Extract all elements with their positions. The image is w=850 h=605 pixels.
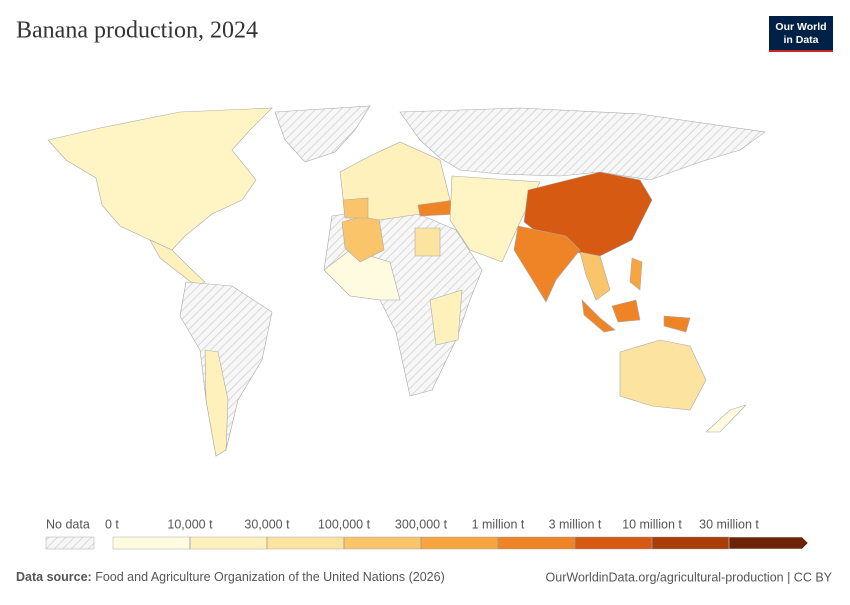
se-asia[interactable]: [579, 251, 611, 301]
legend-no-data-label: No data: [46, 517, 90, 531]
russia[interactable]: [399, 107, 766, 181]
legend-swatch[interactable]: [574, 536, 653, 550]
chile-argentina[interactable]: [204, 349, 229, 457]
new-zealand[interactable]: [705, 404, 747, 433]
source-text: Food and Agriculture Organization of the…: [95, 570, 445, 584]
australia[interactable]: [619, 339, 707, 411]
legend-tick-label: 1 million t: [472, 517, 525, 531]
legend-tick-label: 3 million t: [549, 517, 602, 531]
legend-tick-label: 0 t: [105, 517, 119, 531]
central-america[interactable]: [149, 239, 206, 287]
logo-bar: [769, 50, 833, 52]
source-label: Data source:: [16, 570, 92, 584]
logo-text[interactable]: Our World: [775, 21, 826, 33]
legend-bins: 0 t 10,000 t 30,000 t 100,000 t 300,000 t 1 m…: [105, 517, 809, 550]
legend-tick-label: 30 million t: [699, 517, 759, 531]
middle-east[interactable]: [449, 175, 541, 263]
north-america[interactable]: [47, 107, 273, 251]
legend-swatch[interactable]: [651, 536, 730, 550]
title: Banana production, 2024: [16, 18, 258, 44]
legend-swatch[interactable]: [112, 536, 191, 550]
legend-swatch[interactable]: [497, 536, 576, 550]
legend-tick-label: 10,000 t: [167, 517, 213, 531]
spain[interactable]: [342, 197, 369, 219]
legend-tick-label: 30,000 t: [244, 517, 290, 531]
footer-url[interactable]: OurWorldinData.org/agricultural-producti…: [546, 570, 833, 584]
legend-tick-label: 300,000 t: [395, 517, 448, 531]
indonesia[interactable]: [581, 299, 691, 333]
legend-swatch[interactable]: [266, 536, 345, 550]
logo[interactable]: Our World in Data: [769, 16, 833, 52]
legend-swatch[interactable]: [343, 536, 422, 550]
logo-box[interactable]: [769, 16, 833, 50]
legend-swatch[interactable]: [420, 536, 499, 550]
greenland[interactable]: [274, 105, 371, 163]
india[interactable]: [513, 225, 581, 303]
legend-tick-label: 100,000 t: [318, 517, 371, 531]
logo-text[interactable]: in Data: [783, 34, 818, 46]
philippines[interactable]: [629, 257, 643, 291]
legend-no-data-swatch[interactable]: [45, 536, 95, 550]
egypt[interactable]: [414, 227, 441, 257]
legend-tick-label: 10 million t: [622, 517, 682, 531]
legend-swatch[interactable]: [189, 536, 268, 550]
footer-source: Data source: Food and Agriculture Organi…: [16, 570, 445, 584]
legend: No data 0 t 10,000 t 30,000 t 100,000 t 300,…: [45, 517, 809, 550]
legend-swatch[interactable]: [728, 536, 809, 550]
world-map: [47, 105, 766, 457]
east-africa[interactable]: [429, 289, 463, 346]
